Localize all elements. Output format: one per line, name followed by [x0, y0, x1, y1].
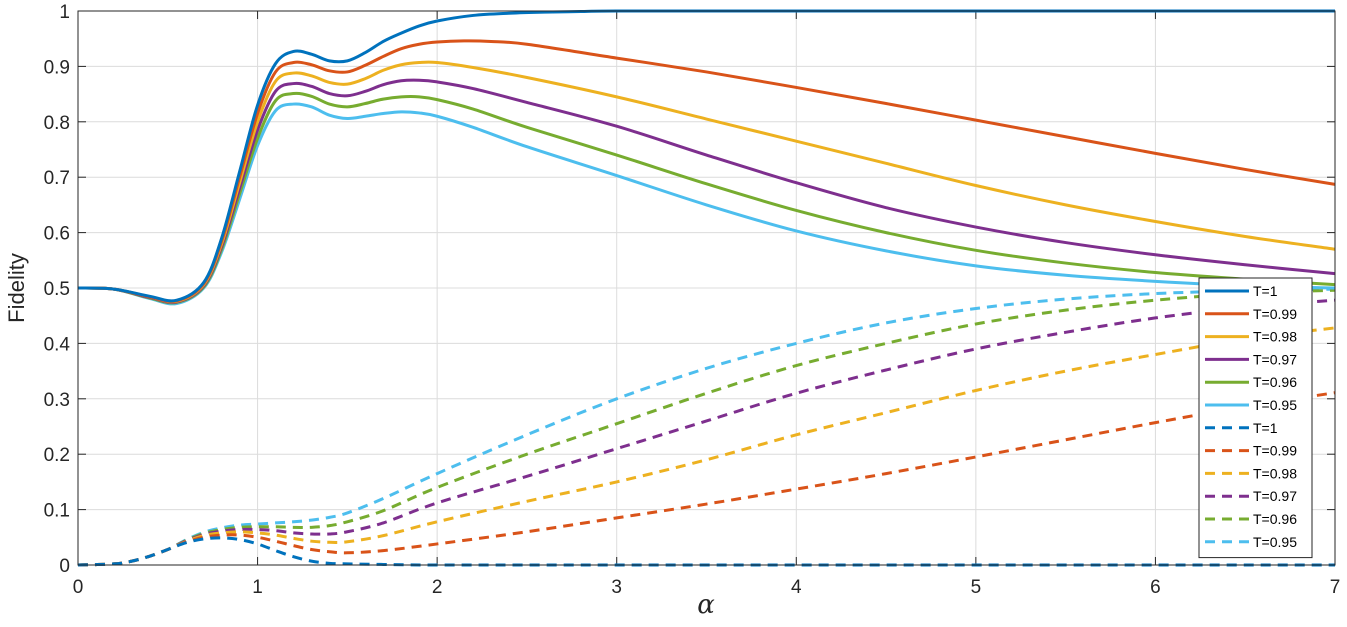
y-tick-label: 0.8	[44, 113, 70, 134]
legend-entry-label: T=0.95	[1253, 534, 1297, 550]
y-tick-label: 0.9	[44, 57, 70, 78]
legend-entry-label: T=0.96	[1253, 511, 1297, 527]
plot-box	[77, 10, 1336, 566]
legend-entry-label: T=0.99	[1253, 443, 1297, 459]
legend-entry-label: T=0.95	[1253, 397, 1297, 413]
x-tick-label: 4	[791, 577, 802, 598]
legend-entry-label: T=0.96	[1253, 374, 1297, 390]
x-tick-label: 0	[73, 577, 84, 598]
x-tick-label: 7	[1330, 577, 1341, 598]
y-tick-label: 0.7	[44, 168, 70, 189]
x-tick-label: 1	[252, 577, 263, 598]
legend-box	[1198, 277, 1313, 559]
y-tick-label: 0.2	[44, 445, 70, 466]
legend-entry-label: T=0.99	[1253, 306, 1297, 322]
x-tick-label: 5	[971, 577, 982, 598]
y-tick-label: 0.6	[44, 224, 70, 245]
y-tick-label: 0	[59, 556, 70, 577]
y-axis-label: Fidelity	[4, 253, 29, 323]
legend: T=1 T=0.99 T=0.98 T=0.97 T=0.96 T=0.95 T=1 T=0.…	[1198, 277, 1313, 559]
x-axis-label: α	[697, 590, 715, 620]
y-tick-label: 0.4	[44, 334, 71, 355]
y-tick-label: 0.3	[44, 390, 70, 411]
y-tick-label: 1	[59, 2, 70, 23]
legend-entry-label: T=0.98	[1253, 465, 1297, 481]
series-line-dashed-1	[77, 536, 1335, 567]
series-lines	[77, 9, 1336, 567]
y-tick-label: 0.5	[44, 279, 70, 300]
legend-entry-label: T=0.97	[1253, 351, 1297, 367]
y-tick-label: 0.1	[44, 501, 70, 522]
x-tick-label: 3	[611, 577, 622, 598]
legend-entry-label: T=0.98	[1253, 329, 1297, 345]
x-tick-label: 2	[432, 577, 443, 598]
x-tick-label: 6	[1150, 577, 1161, 598]
legend-entry-label: T=1	[1253, 420, 1278, 436]
legend-entry-label: T=1	[1253, 283, 1278, 299]
tick-labels: 0 1 2 3 4 5 6 7 0 0.1 0.2 0.3 0.4 0.5 0.6 0.7 0.8 0.9 1	[44, 2, 1341, 598]
legend-entry-label: T=0.97	[1253, 488, 1297, 504]
